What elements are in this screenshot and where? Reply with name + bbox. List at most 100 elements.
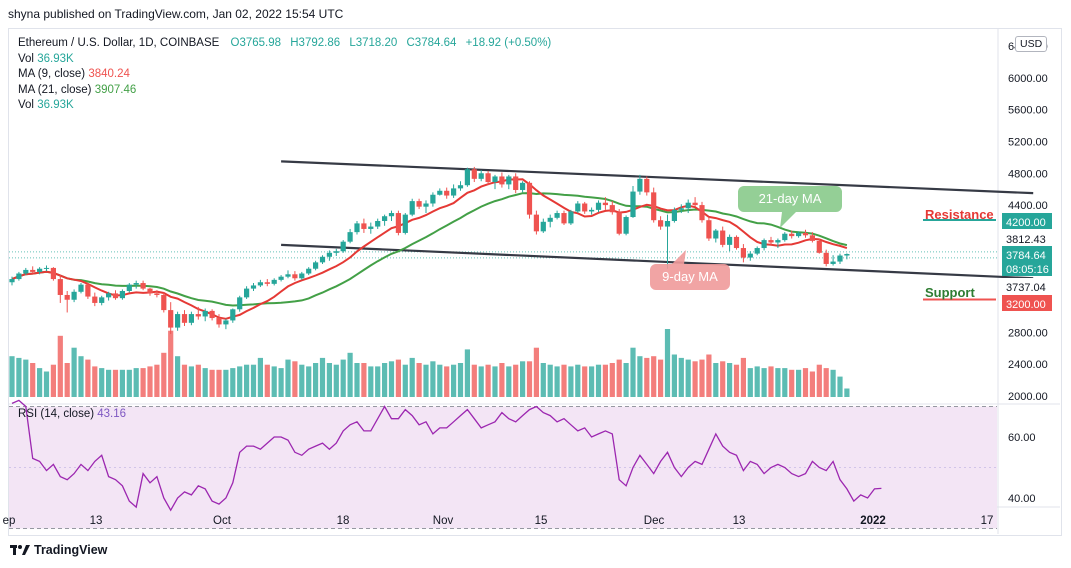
candle — [161, 292, 167, 313]
candle-body — [816, 240, 822, 253]
candle — [409, 198, 415, 217]
candle — [16, 271, 22, 281]
volume-bar — [540, 363, 546, 397]
candle-body — [485, 173, 491, 183]
candle-body — [285, 274, 291, 277]
volume-bar — [796, 369, 802, 397]
volume-bar — [547, 364, 553, 397]
candle — [388, 210, 395, 221]
legend-ma21-row[interactable]: MA (21, close) 3907.46 — [18, 83, 551, 99]
candle-body — [43, 267, 50, 269]
legend-vol2-row[interactable]: Vol 36.93K — [18, 98, 551, 114]
candle — [264, 279, 270, 287]
rsi-value: 43.16 — [97, 408, 127, 420]
lower-ref-label-text: 3737.04 — [1006, 282, 1046, 294]
volume-bar — [175, 356, 181, 397]
volume-bar — [499, 363, 505, 397]
tradingview-logo[interactable]: TradingView — [10, 543, 107, 557]
volume-bar — [71, 347, 77, 397]
candle-body — [175, 314, 181, 328]
volume-bar — [50, 364, 56, 397]
candle-body — [499, 176, 505, 185]
candle — [444, 187, 450, 199]
candle-body — [16, 273, 22, 280]
vol-value: 36.93K — [37, 52, 74, 65]
candle-body — [388, 213, 395, 217]
candle — [844, 253, 850, 260]
volume-bar — [754, 366, 760, 397]
volume-bar — [271, 366, 277, 397]
rsi-legend[interactable]: RSI (14, close) 43.16 — [18, 408, 126, 420]
candle — [430, 192, 436, 207]
candle — [733, 235, 740, 250]
candle — [285, 270, 291, 279]
candle-body — [71, 291, 77, 300]
candle — [713, 228, 719, 243]
candle-body — [106, 293, 112, 298]
volume-bar — [9, 356, 15, 397]
candle-body — [368, 226, 374, 229]
volume-bar — [685, 359, 691, 397]
candle — [699, 201, 705, 223]
rsi-tick-label: 40.00 — [1008, 493, 1036, 505]
candle-body — [754, 248, 760, 254]
close-value: C3784.64 — [406, 37, 457, 49]
candle-body — [154, 293, 160, 295]
current-price-label-text: 08:05:16 — [1006, 264, 1049, 276]
candle-body — [30, 269, 36, 272]
volume-bar — [506, 366, 512, 397]
candle-body — [119, 291, 125, 299]
candle — [754, 246, 760, 256]
volume-bar — [313, 363, 319, 397]
candle — [540, 218, 546, 233]
vol2-label: Vol — [18, 99, 34, 111]
volume-bar — [837, 376, 843, 397]
volume-bar — [250, 364, 257, 397]
volume-bar — [782, 368, 788, 397]
candle-body — [57, 279, 63, 295]
change-value: +18.92 (+0.50%) — [465, 37, 552, 49]
candle-body — [844, 254, 850, 256]
candle — [568, 209, 574, 225]
volume-bar — [637, 356, 643, 397]
candle-body — [313, 262, 319, 269]
tradingview-logo-icon — [10, 545, 30, 555]
candle-body — [533, 214, 539, 232]
symbol-title[interactable]: Ethereum / U.S. Dollar, 1D, COINBASE — [18, 37, 220, 49]
candle — [830, 255, 836, 266]
candle-body — [733, 236, 740, 249]
volume-bar — [154, 364, 160, 397]
time-tick-label: Nov — [433, 515, 454, 527]
candle — [658, 216, 664, 230]
candle-body — [37, 268, 43, 272]
candle-body — [782, 233, 788, 241]
candle-body — [747, 253, 753, 258]
legend-vol-row[interactable]: Vol 36.93K — [18, 52, 551, 68]
currency-button[interactable]: USD — [1015, 36, 1048, 52]
candle — [347, 228, 353, 244]
volume-bar — [568, 366, 574, 397]
candle — [292, 271, 298, 281]
candle — [57, 275, 63, 303]
volume-bar — [561, 364, 567, 397]
candle-body — [140, 283, 146, 289]
candle-body — [678, 208, 684, 210]
candle-body — [402, 214, 408, 233]
volume-bar — [809, 371, 815, 397]
resistance-label: Resistance — [925, 207, 994, 222]
candle-body — [409, 201, 415, 215]
volume-bar — [140, 368, 146, 397]
candle-body — [540, 221, 546, 232]
volume-bar — [609, 363, 615, 397]
candle-body — [181, 314, 188, 323]
candle — [126, 283, 132, 293]
ma9-callout-text: 9-day MA — [662, 269, 718, 284]
candle-body — [692, 202, 698, 206]
price-tick-label: 4800.00 — [1008, 168, 1048, 180]
volume-bar — [402, 364, 408, 397]
candles — [9, 166, 850, 334]
legend-ma9-row[interactable]: MA (9, close) 3840.24 — [18, 67, 551, 83]
candle-body — [768, 240, 774, 243]
support-label: Support — [925, 285, 975, 300]
